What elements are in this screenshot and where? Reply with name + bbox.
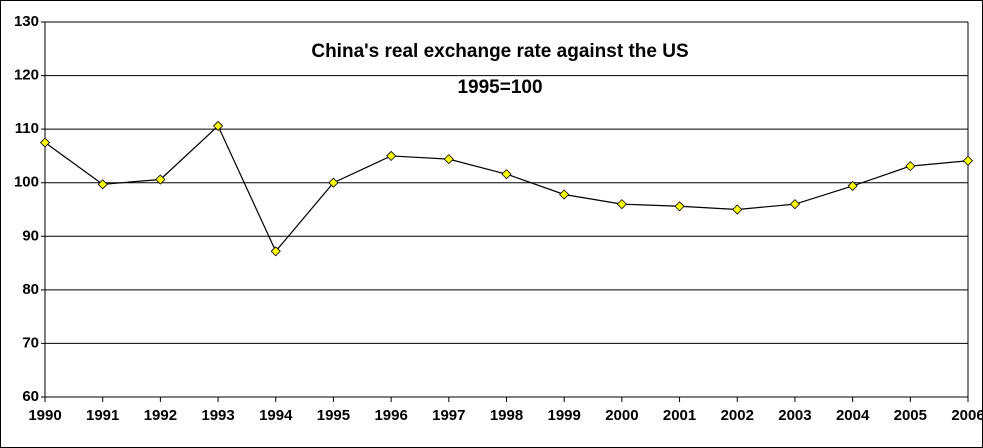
data-marker xyxy=(732,204,743,215)
data-marker xyxy=(386,150,397,161)
data-marker xyxy=(443,154,454,165)
x-tick-label: 1996 xyxy=(374,407,407,424)
x-tick-label: 1997 xyxy=(432,407,465,424)
data-marker xyxy=(501,169,512,180)
data-marker xyxy=(674,201,685,212)
x-tick-label: 2000 xyxy=(605,407,638,424)
x-tick-label: 1994 xyxy=(259,407,293,424)
x-tick-label: 2005 xyxy=(894,407,927,424)
x-tick-label: 2004 xyxy=(836,407,870,424)
data-marker xyxy=(155,174,166,185)
x-tick-label: 2006 xyxy=(951,407,983,424)
y-tick-label: 110 xyxy=(15,120,39,137)
x-tick-label: 2003 xyxy=(778,407,811,424)
x-tick-label: 1998 xyxy=(490,407,523,424)
x-tick-label: 1991 xyxy=(86,407,119,424)
data-marker xyxy=(212,120,224,131)
data-marker xyxy=(847,180,858,191)
x-tick-label: 1999 xyxy=(548,407,581,424)
x-tick-label: 2002 xyxy=(721,407,754,424)
x-tick-label: 1993 xyxy=(201,407,234,424)
y-tick-label: 100 xyxy=(14,174,39,191)
x-tick-label: 1990 xyxy=(28,407,61,424)
y-tick-label: 90 xyxy=(22,227,39,244)
y-tick-label: 120 xyxy=(14,67,39,84)
y-tick-label: 130 xyxy=(14,13,39,30)
x-tick-label: 2001 xyxy=(663,407,696,424)
chart-title: China's real exchange rate against the U… xyxy=(311,41,688,62)
x-tick-label: 1995 xyxy=(317,407,350,424)
y-tick-label: 70 xyxy=(22,334,39,351)
data-marker xyxy=(270,246,281,257)
data-marker xyxy=(789,199,801,210)
data-marker xyxy=(962,155,974,166)
chart-subtitle: 1995=100 xyxy=(457,77,542,98)
data-marker xyxy=(39,137,51,148)
x-tick-label: 1992 xyxy=(144,407,177,424)
data-marker xyxy=(616,199,627,210)
data-marker xyxy=(559,189,570,200)
y-tick-label: 60 xyxy=(22,388,39,405)
y-tick-label: 80 xyxy=(22,281,39,298)
data-marker xyxy=(97,179,108,190)
data-marker xyxy=(328,177,339,188)
data-marker xyxy=(905,161,916,172)
